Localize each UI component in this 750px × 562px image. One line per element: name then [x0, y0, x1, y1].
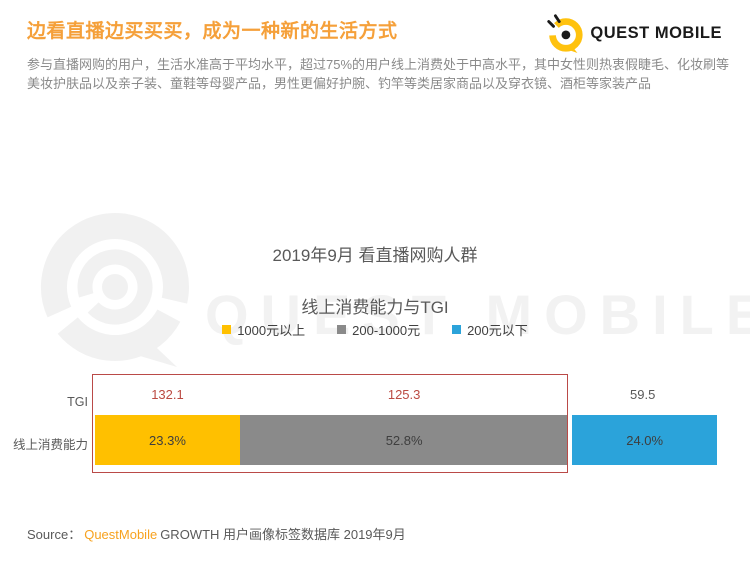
chart-title: 2019年9月 看直播网购人群: [272, 246, 478, 265]
tgi-value: 59.5: [630, 386, 656, 402]
watermark-text: QUEST MOBILE: [205, 283, 750, 346]
bar-segment-value: 24.0%: [626, 432, 664, 448]
bar-segment-value: 52.8%: [385, 432, 423, 448]
legend-item-mid: 200-1000元: [337, 320, 420, 339]
questmobile-logo: QUEST MOBILE: [543, 12, 722, 54]
row-label-tgi: TGI: [67, 395, 88, 409]
tgi-value: 125.3: [387, 386, 421, 402]
questmobile-logo-icon: [543, 12, 585, 54]
intro-line-1: 参与直播网购的用户，生活水准高于平均水平，超过75%的用户线上消费处于中高水平，…: [27, 57, 730, 72]
legend-item-low: 200元以下: [452, 320, 528, 339]
legend-label: 200元以下: [467, 323, 528, 338]
tgi-value-mid: 125.3: [240, 374, 568, 414]
stacked-bar: 23.3% 52.8% 24.0%: [95, 415, 717, 465]
bar-segment-value: 23.3%: [149, 432, 186, 448]
intro-line-2: 美妆护肤品以及亲子装、童鞋等母婴产品，男性更偏好护腕、钓竿等类居家商品以及穿衣镜…: [27, 76, 652, 91]
legend-label: 1000元以上: [237, 323, 306, 338]
source-prefix: Source：: [27, 527, 82, 542]
page-title: 边看直播边买买买，成为一种新的生活方式: [27, 21, 398, 42]
questmobile-logo-text: QUEST MOBILE: [590, 23, 722, 42]
chart-legend: 1000元以上 200-1000元 200元以下: [0, 320, 750, 339]
bar-segment-mid: 52.8%: [239, 415, 569, 465]
source-line: Source： QuestMobile GROWTH 用户画像标签数据库 2019年…: [27, 524, 406, 543]
tgi-value-high: 132.1: [95, 374, 240, 414]
bar-segment-high: 23.3%: [95, 415, 240, 465]
chart-subtitle: 线上消费能力与TGI: [301, 298, 449, 317]
bar-segment-low: 24.0%: [572, 415, 717, 465]
intro-paragraph: 参与直播网购的用户，生活水准高于平均水平，超过75%的用户线上消费处于中高水平，…: [27, 55, 732, 93]
source-brand: QuestMobile: [84, 527, 158, 542]
legend-swatch-yellow: [222, 325, 232, 334]
legend-swatch-blue: [452, 325, 462, 334]
row-label-consumption: 线上消费能力: [12, 438, 88, 452]
tgi-value-low: 59.5: [568, 374, 717, 414]
legend-label: 200-1000元: [352, 323, 421, 338]
source-rest: GROWTH 用户画像标签数据库 2019年9月: [160, 527, 406, 542]
tgi-value-row: 132.1 125.3 59.5: [95, 374, 717, 414]
tgi-value: 132.1: [151, 386, 184, 402]
watermark-logo-icon: [25, 205, 217, 388]
legend-item-high: 1000元以上: [222, 320, 305, 339]
chart-plot: 132.1 125.3 59.5 23.3% 52.8% 24.0%: [92, 374, 717, 473]
legend-swatch-gray: [337, 325, 347, 334]
